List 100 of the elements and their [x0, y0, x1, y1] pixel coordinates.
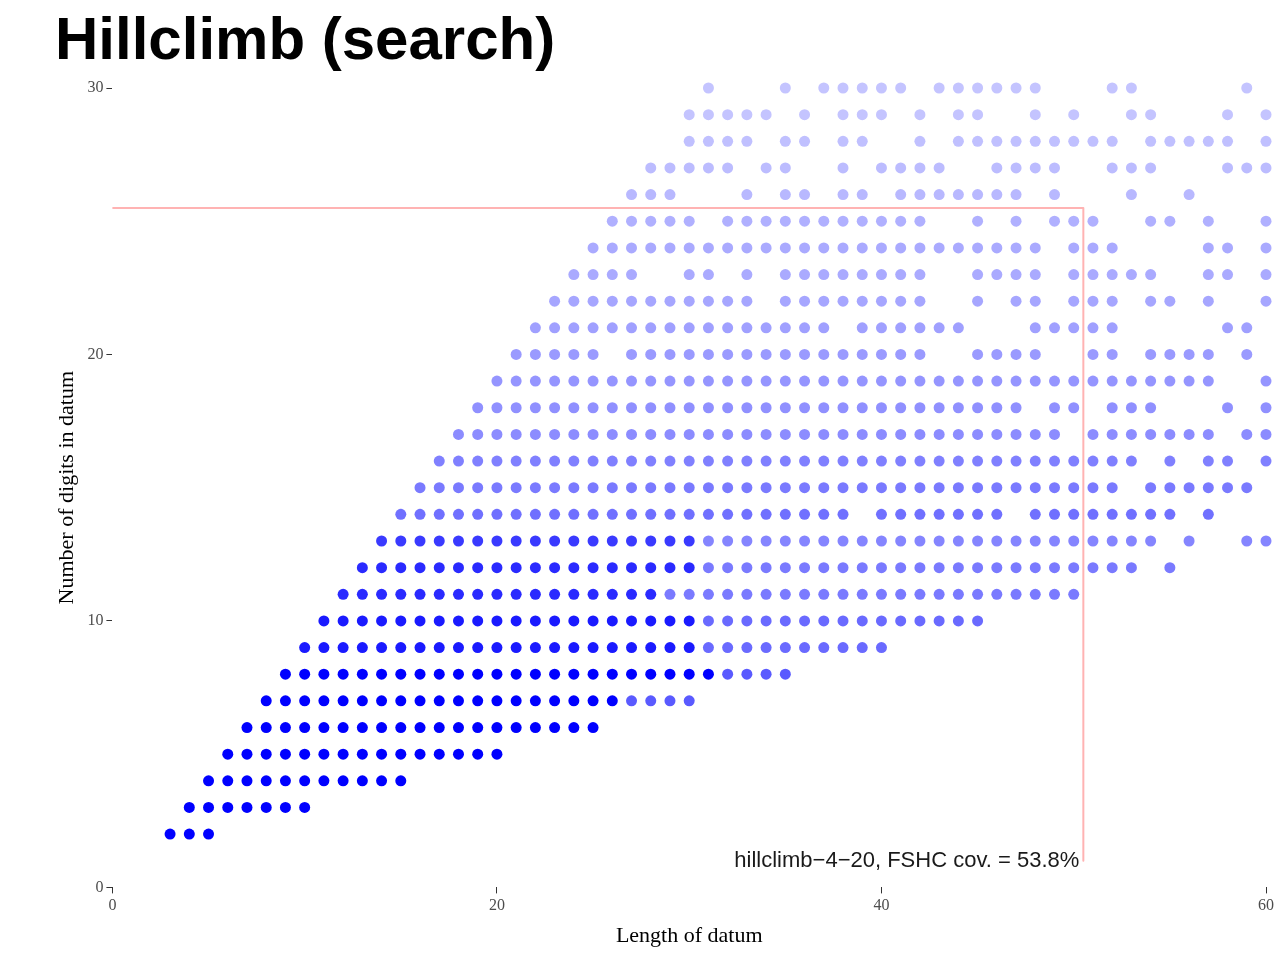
- point: [549, 322, 561, 334]
- point: [1087, 295, 1099, 307]
- point: [1106, 82, 1118, 94]
- point: [472, 402, 484, 414]
- point: [799, 455, 811, 467]
- point: [568, 402, 580, 414]
- point: [510, 402, 522, 414]
- point: [356, 562, 368, 574]
- point: [799, 189, 811, 201]
- point: [510, 668, 522, 680]
- point: [837, 375, 849, 387]
- point: [491, 748, 503, 760]
- point: [529, 615, 541, 627]
- point: [702, 588, 714, 600]
- point: [722, 535, 734, 547]
- point: [1125, 82, 1137, 94]
- point: [1202, 242, 1214, 254]
- point: [606, 215, 618, 227]
- point: [875, 348, 887, 360]
- point: [702, 269, 714, 281]
- point: [722, 455, 734, 467]
- point: [875, 295, 887, 307]
- point: [1106, 535, 1118, 547]
- point: [895, 162, 907, 174]
- point: [760, 482, 772, 494]
- point: [914, 482, 926, 494]
- point: [722, 135, 734, 147]
- point: [702, 615, 714, 627]
- point: [452, 482, 464, 494]
- point: [1106, 402, 1118, 414]
- point: [1068, 135, 1080, 147]
- point: [895, 189, 907, 201]
- point: [760, 455, 772, 467]
- point: [914, 508, 926, 520]
- point: [683, 295, 695, 307]
- point: [837, 135, 849, 147]
- point: [760, 562, 772, 574]
- point: [1222, 135, 1234, 147]
- point: [491, 375, 503, 387]
- point: [606, 482, 618, 494]
- point: [414, 508, 426, 520]
- point: [1087, 508, 1099, 520]
- point: [856, 295, 868, 307]
- point: [1029, 428, 1041, 440]
- point: [626, 482, 638, 494]
- point: [664, 562, 676, 574]
- point: [952, 562, 964, 574]
- point: [1125, 508, 1137, 520]
- point: [991, 428, 1003, 440]
- point: [1049, 402, 1061, 414]
- point: [183, 828, 195, 840]
- point: [299, 748, 311, 760]
- point: [683, 402, 695, 414]
- point: [645, 189, 657, 201]
- point: [1087, 135, 1099, 147]
- point: [1049, 135, 1061, 147]
- point: [1145, 109, 1157, 121]
- point: [203, 801, 215, 813]
- point: [626, 295, 638, 307]
- point: [856, 455, 868, 467]
- point: [875, 375, 887, 387]
- point: [626, 242, 638, 254]
- point: [587, 482, 599, 494]
- point: [1049, 562, 1061, 574]
- point: [952, 535, 964, 547]
- point: [683, 482, 695, 494]
- point: [664, 162, 676, 174]
- point: [433, 482, 445, 494]
- point: [568, 588, 580, 600]
- point: [1068, 455, 1080, 467]
- point: [1125, 455, 1137, 467]
- y-tick-label: 20: [87, 344, 104, 362]
- point: [875, 215, 887, 227]
- point: [779, 668, 791, 680]
- point: [626, 375, 638, 387]
- point: [587, 295, 599, 307]
- point: [702, 162, 714, 174]
- point: [491, 722, 503, 734]
- point: [875, 322, 887, 334]
- point: [875, 482, 887, 494]
- point: [510, 508, 522, 520]
- point: [433, 615, 445, 627]
- point: [433, 455, 445, 467]
- point: [626, 215, 638, 227]
- point: [626, 348, 638, 360]
- point: [1125, 162, 1137, 174]
- point: [856, 82, 868, 94]
- point: [414, 642, 426, 654]
- point: [1164, 428, 1176, 440]
- point: [702, 82, 714, 94]
- point: [779, 402, 791, 414]
- point: [414, 668, 426, 680]
- point: [491, 535, 503, 547]
- point: [972, 455, 984, 467]
- point: [664, 695, 676, 707]
- point: [972, 375, 984, 387]
- point: [491, 588, 503, 600]
- point: [914, 295, 926, 307]
- point: [376, 615, 388, 627]
- point: [683, 135, 695, 147]
